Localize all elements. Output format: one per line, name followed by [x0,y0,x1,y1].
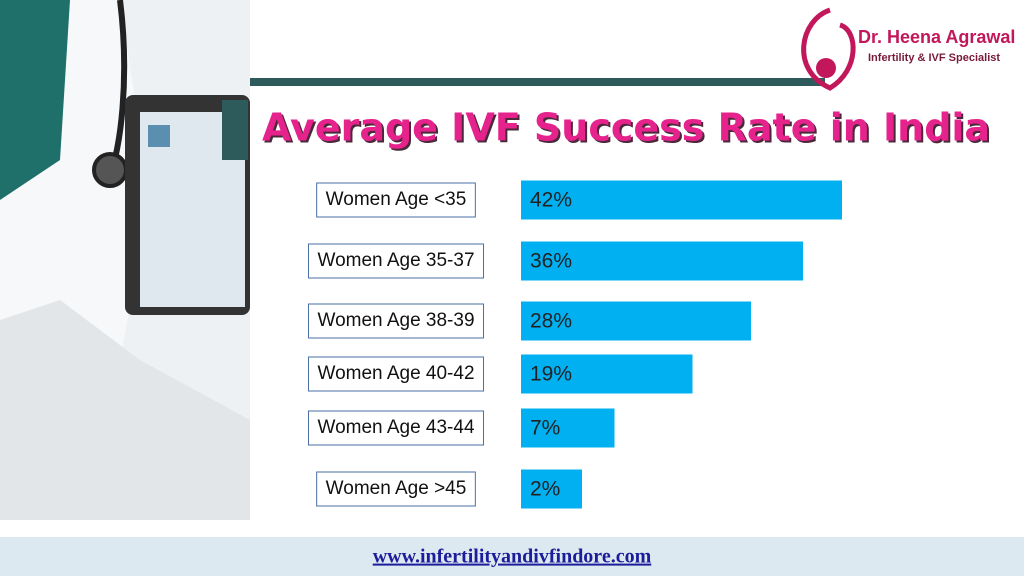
category-label: Women Age <35 [326,189,467,210]
category-label: Women Age 40-42 [317,363,474,384]
title-frame [222,100,248,160]
bar [521,180,842,220]
doctor-image [0,0,300,520]
value-label: 7% [530,417,560,440]
bar [521,408,615,448]
value-label: 42% [530,189,572,212]
category-box [307,356,485,392]
doctor-specialty: Infertility & IVF Specialist [868,52,1000,64]
bar [521,469,582,509]
category-label: Women Age 43-44 [317,417,474,438]
category-box [307,410,485,446]
value-label: 2% [530,478,560,501]
category-box [316,182,476,218]
title-shadow: Average IVF Success Rate in India [264,108,992,152]
category-box [307,303,485,339]
footer-band [0,537,1024,576]
category-label: Women Age >45 [326,478,467,499]
category-label: Women Age 35-37 [317,250,474,271]
title-frame [250,78,825,86]
category-box [316,471,476,507]
category-box [307,243,485,279]
value-label: 19% [530,363,572,386]
bar [521,354,693,394]
logo: Dr. Heena Agrawal Infertility & IVF Spec… [801,7,1015,91]
value-label: 28% [530,310,572,333]
chart-title: Average IVF Success Rate in India [262,106,990,150]
bar [521,301,751,341]
category-label: Women Age 38-39 [317,310,474,331]
value-label: 36% [530,250,572,273]
doctor-name: Dr. Heena Agrawal [858,27,1015,47]
bar-chart: 42% Women Age <35 36% Women Age 35-37 28% Wom… [307,180,842,509]
website-link[interactable]: www.infertilityandivfindore.com [373,546,652,568]
bar [521,241,803,281]
